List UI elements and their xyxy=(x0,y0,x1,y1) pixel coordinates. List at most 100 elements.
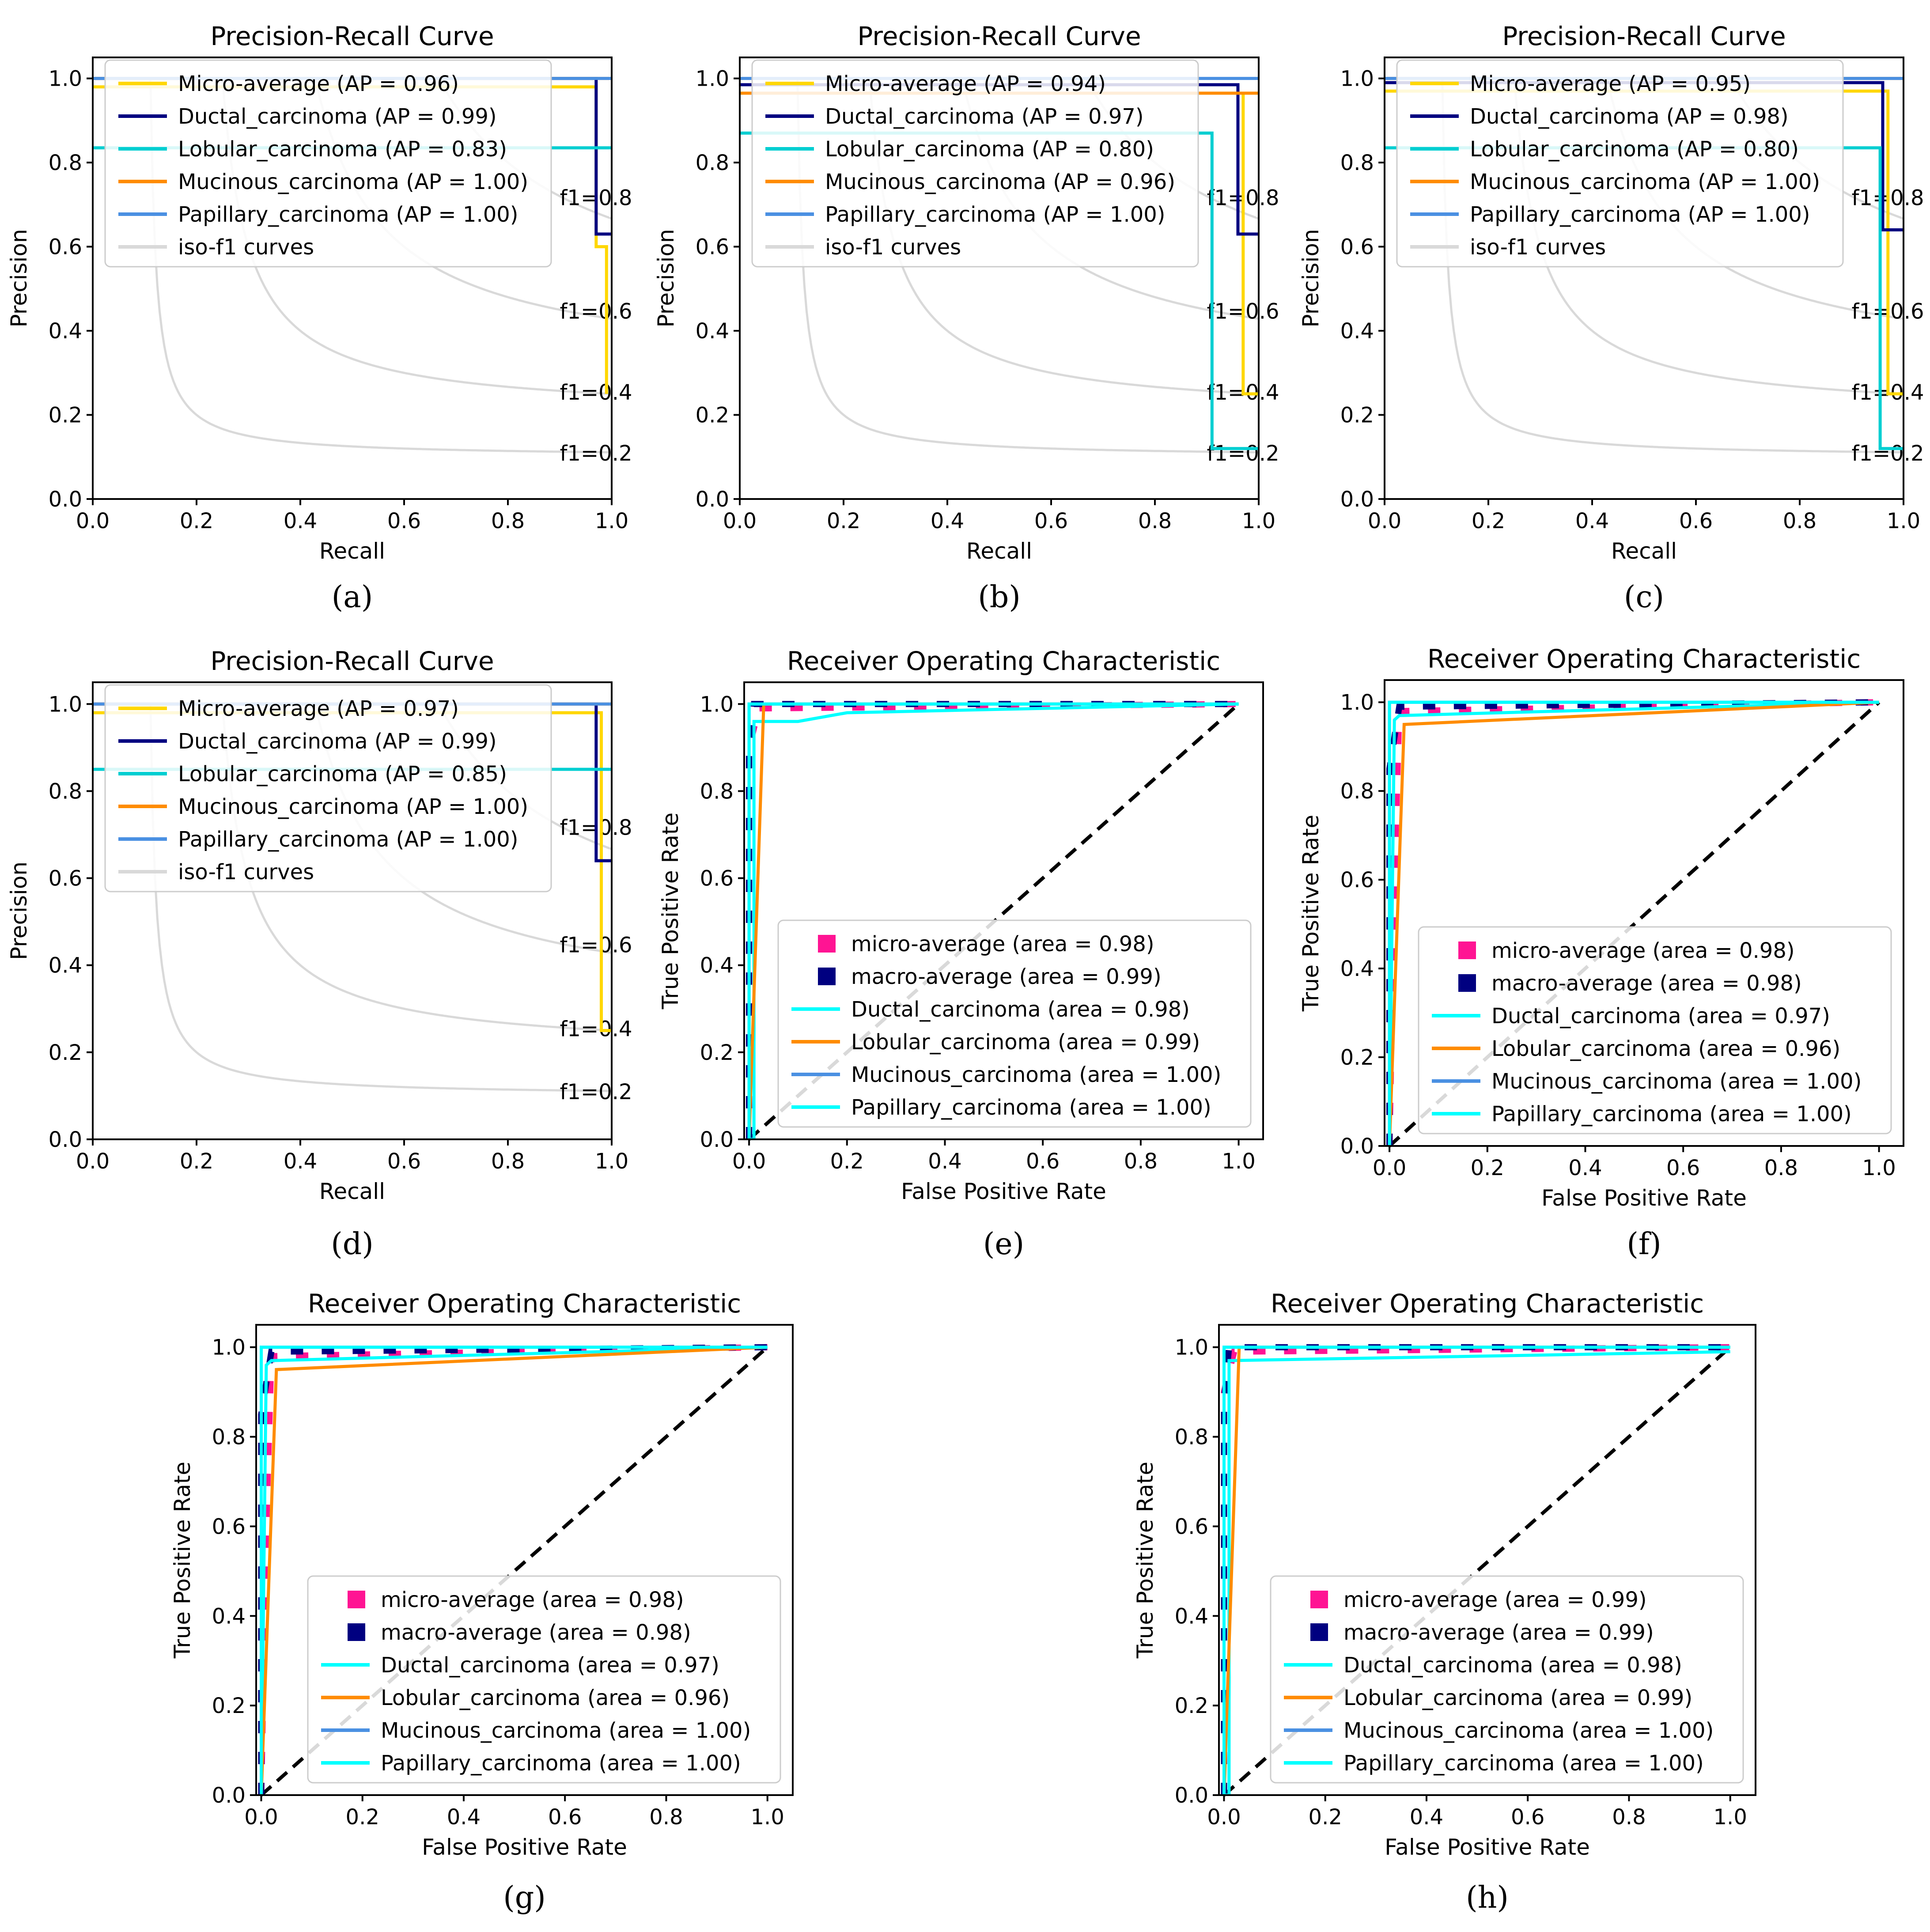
iso-f1-curve xyxy=(868,78,1259,395)
y-tick-label: 1.0 xyxy=(1340,690,1374,715)
legend-swatch xyxy=(348,1623,365,1641)
x-tick-label: 0.0 xyxy=(732,1149,766,1174)
y-tick-label: 0.0 xyxy=(49,1127,82,1152)
legend-entry: Ductal_carcinoma (area = 0.97) xyxy=(381,1653,719,1678)
y-tick-label: 0.6 xyxy=(1340,868,1374,892)
x-tick-label: 0.8 xyxy=(1612,1805,1646,1830)
y-tick-label: 0.4 xyxy=(1340,957,1374,981)
y-tick-label: 1.0 xyxy=(49,692,82,717)
legend: Micro-average (AP = 0.95) Ductal_carcinom… xyxy=(1396,59,1844,268)
legend-entry: Mucinous_carcinoma (area = 1.00) xyxy=(1491,1069,1862,1094)
chart-title: Receiver Operating Characteristic xyxy=(1427,644,1861,674)
x-tick-label: 1.0 xyxy=(1862,1156,1896,1180)
axes-frame xyxy=(1218,1324,1756,1796)
chart-panel: f1=0.2f1=0.4f1=0.6f1=0.80.0 0.2 0.4 0.6 0.8 1… xyxy=(1298,21,1924,615)
y-tick-label: 0.0 xyxy=(1340,1134,1374,1159)
x-tick-label: 0.2 xyxy=(1472,509,1505,533)
iso-f1-curve xyxy=(796,78,1259,454)
legend-entry: Mucinous_carcinoma (AP = 1.00) xyxy=(178,794,528,819)
y-tick-label: 0.2 xyxy=(696,403,729,428)
legend-entry: Papillary_carcinoma (area = 1.00) xyxy=(1343,1751,1704,1776)
x-tick-label: 0.4 xyxy=(1575,509,1609,533)
y-axis-label: Precision xyxy=(1298,229,1324,327)
legend-box xyxy=(1270,1575,1744,1784)
x-tick-label: 1.0 xyxy=(751,1805,784,1830)
legend-entry: Mucinous_carcinoma (area = 1.00) xyxy=(1343,1718,1714,1743)
x-tick-label: 0.8 xyxy=(649,1805,683,1830)
series-line xyxy=(749,702,1239,1139)
series-line xyxy=(1222,1346,1730,1795)
x-axis-label: Recall xyxy=(319,1179,385,1204)
legend-entry: Lobular_carcinoma (AP = 0.85) xyxy=(178,762,507,786)
legend-entry: Papillary_carcinoma (AP = 1.00) xyxy=(825,202,1166,227)
axes-frame xyxy=(92,57,613,500)
y-tick-label: 0.4 xyxy=(1175,1604,1208,1629)
x-tick-label: 1.0 xyxy=(1887,509,1920,533)
legend-entry: Ductal_carcinoma (AP = 0.97) xyxy=(825,104,1144,129)
axes-frame xyxy=(1384,57,1904,500)
legend: micro-average (area = 0.98) macro-average… xyxy=(1418,926,1892,1134)
legend-entry: micro-average (area = 0.99) xyxy=(1343,1588,1647,1612)
x-tick-label: 1.0 xyxy=(1714,1805,1747,1830)
x-axis-label: Recall xyxy=(319,538,385,564)
iso-f1-annotation: f1=0.6 xyxy=(560,933,632,957)
x-axis-label: False Positive Rate xyxy=(1541,1185,1747,1211)
x-tick-label: 1.0 xyxy=(595,509,628,533)
y-tick-label: 0.0 xyxy=(1340,487,1374,512)
legend-entry: Micro-average (AP = 0.95) xyxy=(1470,72,1751,96)
legend-entry: Mucinous_carcinoma (area = 1.00) xyxy=(381,1718,751,1743)
x-tick-label: 0.4 xyxy=(1568,1156,1602,1180)
y-tick-label: 0.8 xyxy=(49,151,82,175)
y-tick-label: 0.2 xyxy=(1340,403,1374,428)
legend-entry: Lobular_carcinoma (area = 0.99) xyxy=(1343,1686,1692,1710)
iso-f1-curve xyxy=(1441,78,1904,454)
legend-entry: Lobular_carcinoma (AP = 0.83) xyxy=(178,137,507,162)
legend-swatch xyxy=(1310,1591,1328,1608)
x-tick-label: 0.6 xyxy=(1666,1156,1700,1180)
y-tick-label: 1.0 xyxy=(1175,1335,1208,1360)
legend-entry: Lobular_carcinoma (area = 0.96) xyxy=(381,1686,730,1710)
legend-swatch xyxy=(348,1591,365,1608)
x-tick-label: 1.0 xyxy=(595,1149,628,1174)
series-line xyxy=(1224,1350,1730,1795)
x-tick-label: 1.0 xyxy=(1222,1149,1255,1174)
legend-entry: Ductal_carcinoma (AP = 0.99) xyxy=(178,104,497,129)
x-tick-label: 0.2 xyxy=(827,509,860,533)
x-tick-label: 0.6 xyxy=(1026,1149,1060,1174)
legend-entry: Micro-average (AP = 0.96) xyxy=(178,72,459,96)
iso-f1-curve xyxy=(149,704,612,1092)
legend-swatch xyxy=(818,935,836,953)
x-tick-label: 0.2 xyxy=(180,1149,213,1174)
x-tick-label: 0.8 xyxy=(491,1149,525,1174)
y-tick-label: 1.0 xyxy=(696,67,729,91)
y-axis-label: Precision xyxy=(6,229,32,327)
x-tick-label: 0.0 xyxy=(76,1149,110,1174)
series-line xyxy=(260,1346,768,1795)
x-tick-label: 0.0 xyxy=(1373,1156,1406,1180)
x-tick-label: 0.6 xyxy=(1511,1805,1544,1830)
y-tick-label: 0.6 xyxy=(49,235,82,260)
series-line xyxy=(747,702,1239,1139)
y-tick-label: 0.0 xyxy=(700,1127,734,1152)
y-tick-label: 0.6 xyxy=(212,1514,246,1539)
legend: micro-average (area = 0.98) macro-average… xyxy=(777,919,1252,1128)
x-tick-label: 0.6 xyxy=(1034,509,1068,533)
legend-swatch xyxy=(818,968,836,985)
series-line xyxy=(260,1346,768,1795)
legend-entry: Lobular_carcinoma (area = 0.96) xyxy=(1491,1036,1840,1061)
y-tick-label: 0.4 xyxy=(49,953,82,978)
chart-panel: f1=0.2f1=0.4f1=0.6f1=0.80.0 0.2 0.4 0.6 0.8 1… xyxy=(6,21,632,615)
legend-entry: Ductal_carcinoma (area = 0.98) xyxy=(851,997,1190,1022)
legend-entry: macro-average (area = 0.99) xyxy=(1343,1620,1654,1645)
y-tick-label: 0.2 xyxy=(49,403,82,428)
axes-frame xyxy=(1384,679,1904,1147)
y-axis-label: True Positive Rate xyxy=(1298,815,1324,1012)
legend-entry: iso-f1 curves xyxy=(178,860,314,885)
series-line xyxy=(260,1346,768,1795)
x-tick-label: 0.6 xyxy=(387,509,421,533)
x-tick-label: 0.2 xyxy=(346,1805,379,1830)
iso-f1-curve xyxy=(1513,78,1904,395)
legend: Micro-average (AP = 0.94) Ductal_carcinom… xyxy=(751,59,1199,268)
y-tick-label: 0.6 xyxy=(1340,235,1374,260)
panel-label: (a) xyxy=(332,580,373,615)
